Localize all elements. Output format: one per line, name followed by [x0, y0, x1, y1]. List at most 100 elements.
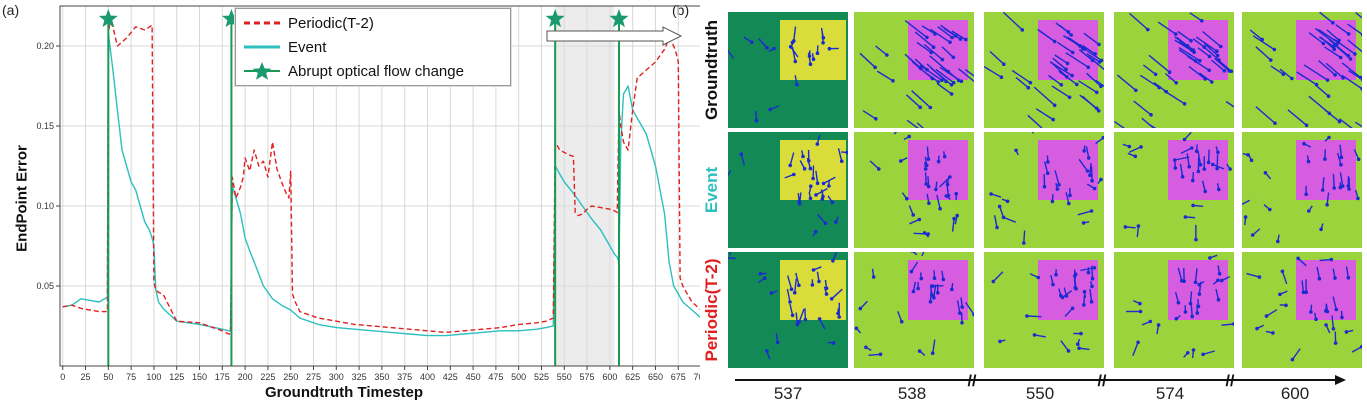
y-tick-label: 0.10 — [36, 201, 54, 211]
flow-field-image — [1114, 12, 1234, 128]
flow-cell — [1242, 12, 1362, 128]
x-axis-title: Groundtruth Timestep — [265, 384, 424, 401]
row-label: Groundtruth — [702, 19, 721, 121]
x-tick-label: 475 — [488, 372, 503, 382]
timestep-label: 600 — [1280, 384, 1310, 403]
axis-break-marks: // // // — [968, 373, 1235, 388]
flow-cell — [1114, 252, 1234, 368]
axis-break-mark: // — [1226, 373, 1235, 388]
x-tick-label: 675 — [671, 372, 686, 382]
axis-break-mark: // — [968, 373, 977, 388]
x-tick-label: 25 — [81, 372, 91, 382]
flow-cell — [1242, 132, 1362, 248]
flow-cell — [1114, 12, 1234, 128]
x-tick-label: 500 — [511, 372, 526, 382]
x-tick-label: 175 — [215, 372, 230, 382]
x-tick-label: 650 — [648, 372, 663, 382]
shaded-region — [555, 6, 615, 366]
flow-cell — [1114, 132, 1234, 248]
legend-item-periodic: Periodic(T-2) — [242, 11, 504, 35]
flow-field-image — [728, 132, 848, 248]
legend-item-event: Event — [242, 35, 504, 59]
chart-legend: Periodic(T-2) Event Abrupt optical flow … — [235, 8, 511, 86]
flow-field-image — [1242, 12, 1362, 128]
x-tick-label: 300 — [329, 372, 344, 382]
x-tick-label: 575 — [580, 372, 595, 382]
event-markers — [98, 9, 629, 366]
flow-field-image — [1114, 132, 1234, 248]
x-tick-label: 275 — [306, 372, 321, 382]
x-tick-label: 350 — [374, 372, 389, 382]
flow-cell — [854, 252, 974, 368]
legend-periodic-swatch — [244, 21, 280, 25]
flow-field-image — [1242, 252, 1362, 368]
optical-flow-grid — [728, 12, 1362, 372]
timestep-label: 574 — [1155, 384, 1185, 403]
x-ticks: 0 25 50 75 100 125 150 175 200 225 250 275 300 325 350… — [60, 366, 700, 382]
flow-field-image — [728, 12, 848, 128]
flow-field-image — [984, 132, 1104, 248]
flow-field-image — [1114, 252, 1234, 368]
flow-field-image — [1242, 132, 1362, 248]
x-tick-label: 625 — [625, 372, 640, 382]
legend-periodic-label: Periodic(T-2) — [288, 14, 374, 32]
x-tick-label: 125 — [169, 372, 184, 382]
x-tick-label: 75 — [126, 372, 136, 382]
flow-cell — [984, 252, 1104, 368]
x-tick-label: 200 — [238, 372, 253, 382]
x-tick-label: 150 — [192, 372, 207, 382]
x-tick-label: 250 — [283, 372, 298, 382]
flow-field-image — [728, 252, 848, 368]
legend-item-abrupt: Abrupt optical flow change — [242, 59, 504, 83]
panel-a-label: (a) — [2, 2, 20, 18]
timestep-label: 538 — [897, 384, 927, 403]
flow-cell — [854, 12, 974, 128]
x-tick-label: 700 — [694, 372, 700, 382]
flow-cell — [728, 132, 848, 248]
flow-cell — [1242, 252, 1362, 368]
x-tick-label: 325 — [352, 372, 367, 382]
event-star-icon — [98, 9, 118, 28]
y-tick-label: 0.05 — [36, 281, 54, 291]
x-tick-label: 425 — [443, 372, 458, 382]
y-axis-title: EndPoint Error — [13, 145, 31, 252]
y-tick-label: 0.15 — [36, 121, 54, 131]
flow-field-image — [854, 12, 974, 128]
series-line-event — [62, 32, 700, 337]
legend-event-label: Event — [288, 38, 327, 56]
y-tick-label: 0.20 — [36, 41, 54, 51]
row-label: Event — [702, 166, 721, 214]
timestep-label: 550 — [1025, 384, 1055, 403]
legend-star-icon — [244, 62, 280, 80]
axis-break-mark: // — [1098, 373, 1107, 388]
flow-cell — [854, 132, 974, 248]
flow-cell — [728, 12, 848, 128]
x-tick-label: 450 — [466, 372, 481, 382]
flow-field-image — [854, 132, 974, 248]
flow-cell — [984, 132, 1104, 248]
x-tick-label: 0 — [60, 372, 65, 382]
x-tick-label: 50 — [103, 372, 113, 382]
timestep-axis: // // // — [735, 373, 1346, 388]
event-star-icon — [221, 9, 241, 28]
x-tick-label: 375 — [397, 372, 412, 382]
timestep-label: 537 — [773, 384, 803, 403]
plot-frame — [59, 5, 700, 367]
x-tick-label: 400 — [420, 372, 435, 382]
x-tick-label: 525 — [534, 372, 549, 382]
x-tick-label: 100 — [146, 372, 161, 382]
legend-event-swatch — [244, 45, 280, 49]
x-tick-label: 550 — [557, 372, 572, 382]
flow-field-image — [984, 252, 1104, 368]
x-tick-label: 600 — [602, 372, 617, 382]
x-tick-label: 225 — [260, 372, 275, 382]
panel-connector-arrow — [546, 26, 683, 46]
event-star-icon — [609, 9, 629, 28]
row-label: Periodic(T-2) — [702, 258, 721, 362]
series-group — [62, 21, 700, 337]
flow-cell — [984, 12, 1104, 128]
flow-field-image — [984, 12, 1104, 128]
series-line-periodic-t-2- — [62, 21, 700, 335]
flow-field-image — [854, 252, 974, 368]
legend-abrupt-label: Abrupt optical flow change — [288, 62, 464, 80]
